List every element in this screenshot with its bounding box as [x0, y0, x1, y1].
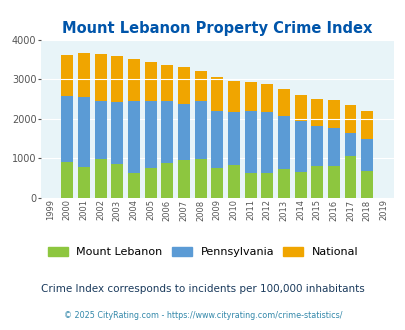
Bar [194, 101, 206, 198]
Bar [161, 101, 173, 198]
Bar [294, 95, 306, 198]
Bar [327, 127, 339, 198]
Bar [211, 111, 223, 198]
Bar [94, 101, 107, 198]
Bar [111, 164, 123, 198]
Bar [277, 169, 289, 198]
Bar [360, 171, 372, 198]
Bar [310, 99, 322, 198]
Bar [244, 82, 256, 198]
Bar [327, 166, 339, 198]
Bar [211, 168, 223, 198]
Bar [360, 139, 372, 198]
Bar [244, 111, 256, 198]
Bar [128, 59, 140, 198]
Bar [144, 101, 156, 198]
Bar [277, 116, 289, 198]
Bar [111, 102, 123, 198]
Bar [94, 159, 107, 198]
Title: Mount Lebanon Property Crime Index: Mount Lebanon Property Crime Index [62, 21, 371, 36]
Bar [310, 126, 322, 198]
Bar [177, 160, 190, 198]
Bar [294, 172, 306, 198]
Bar [277, 89, 289, 198]
Bar [227, 113, 239, 198]
Bar [78, 53, 90, 198]
Bar [128, 101, 140, 198]
Bar [327, 100, 339, 198]
Bar [177, 104, 190, 198]
Bar [344, 105, 356, 198]
Bar [344, 133, 356, 198]
Bar [211, 77, 223, 198]
Bar [94, 54, 107, 198]
Bar [260, 113, 273, 198]
Text: Crime Index corresponds to incidents per 100,000 inhabitants: Crime Index corresponds to incidents per… [41, 284, 364, 294]
Bar [61, 55, 73, 198]
Bar [260, 84, 273, 198]
Bar [61, 96, 73, 198]
Legend: Mount Lebanon, Pennsylvania, National: Mount Lebanon, Pennsylvania, National [43, 242, 362, 262]
Bar [61, 162, 73, 198]
Bar [227, 165, 239, 198]
Bar [161, 163, 173, 198]
Bar [161, 65, 173, 198]
Bar [78, 167, 90, 198]
Text: © 2025 CityRating.com - https://www.cityrating.com/crime-statistics/: © 2025 CityRating.com - https://www.city… [64, 311, 341, 320]
Bar [144, 62, 156, 198]
Bar [244, 173, 256, 198]
Bar [310, 166, 322, 198]
Bar [194, 159, 206, 198]
Bar [294, 121, 306, 198]
Bar [194, 71, 206, 198]
Bar [177, 67, 190, 198]
Bar [111, 56, 123, 198]
Bar [128, 173, 140, 198]
Bar [78, 97, 90, 198]
Bar [360, 111, 372, 198]
Bar [227, 81, 239, 198]
Bar [344, 156, 356, 198]
Bar [144, 168, 156, 198]
Bar [260, 173, 273, 198]
